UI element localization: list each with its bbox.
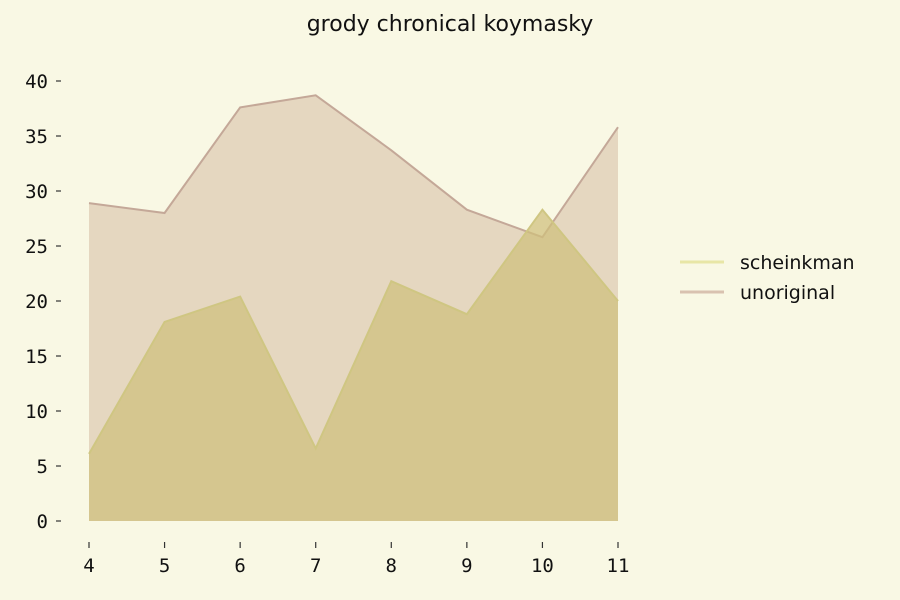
legend-label-scheinkman: scheinkman: [740, 252, 855, 274]
y-axis: 0 5 10 15 20 25 30 35 40: [25, 71, 61, 533]
x-tick-label: 6: [234, 555, 245, 577]
x-tick-label: 7: [310, 555, 321, 577]
y-tick-label: 20: [25, 291, 48, 313]
y-tick-label: 5: [37, 456, 48, 478]
y-tick-label: 35: [25, 126, 48, 148]
x-tick-label: 4: [83, 555, 94, 577]
y-tick-label: 30: [25, 181, 48, 203]
x-tick-label: 8: [386, 555, 397, 577]
y-tick-label: 40: [25, 71, 48, 93]
y-tick-label: 0: [37, 511, 48, 533]
legend: scheinkman unoriginal: [680, 252, 855, 304]
x-axis: 4 5 6 7 8 9 10 11: [83, 542, 629, 577]
chart-title: grody chronical koymasky: [307, 12, 594, 37]
x-tick-label: 9: [461, 555, 472, 577]
y-tick-label: 15: [25, 346, 48, 368]
x-tick-label: 11: [607, 555, 630, 577]
legend-label-unoriginal: unoriginal: [740, 282, 835, 304]
x-tick-label: 10: [531, 555, 554, 577]
x-tick-label: 5: [159, 555, 170, 577]
series-areas: [88, 94, 619, 522]
series-scheinkman-line: [88, 208, 619, 455]
y-tick-label: 10: [25, 401, 48, 423]
y-tick-label: 25: [25, 236, 48, 258]
